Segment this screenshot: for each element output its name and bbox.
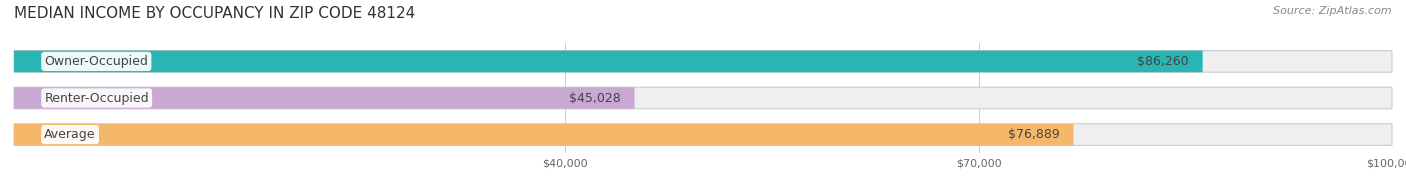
FancyBboxPatch shape [14, 51, 1202, 72]
FancyBboxPatch shape [14, 51, 1392, 72]
Text: Average: Average [45, 128, 96, 141]
Text: Owner-Occupied: Owner-Occupied [45, 55, 148, 68]
Text: $86,260: $86,260 [1137, 55, 1189, 68]
Text: MEDIAN INCOME BY OCCUPANCY IN ZIP CODE 48124: MEDIAN INCOME BY OCCUPANCY IN ZIP CODE 4… [14, 6, 415, 21]
Text: $76,889: $76,889 [1008, 128, 1060, 141]
FancyBboxPatch shape [14, 87, 634, 109]
FancyBboxPatch shape [14, 124, 1392, 145]
FancyBboxPatch shape [14, 87, 1392, 109]
FancyBboxPatch shape [14, 124, 1074, 145]
Text: Renter-Occupied: Renter-Occupied [45, 92, 149, 104]
Text: $45,028: $45,028 [569, 92, 620, 104]
Text: Source: ZipAtlas.com: Source: ZipAtlas.com [1274, 6, 1392, 16]
